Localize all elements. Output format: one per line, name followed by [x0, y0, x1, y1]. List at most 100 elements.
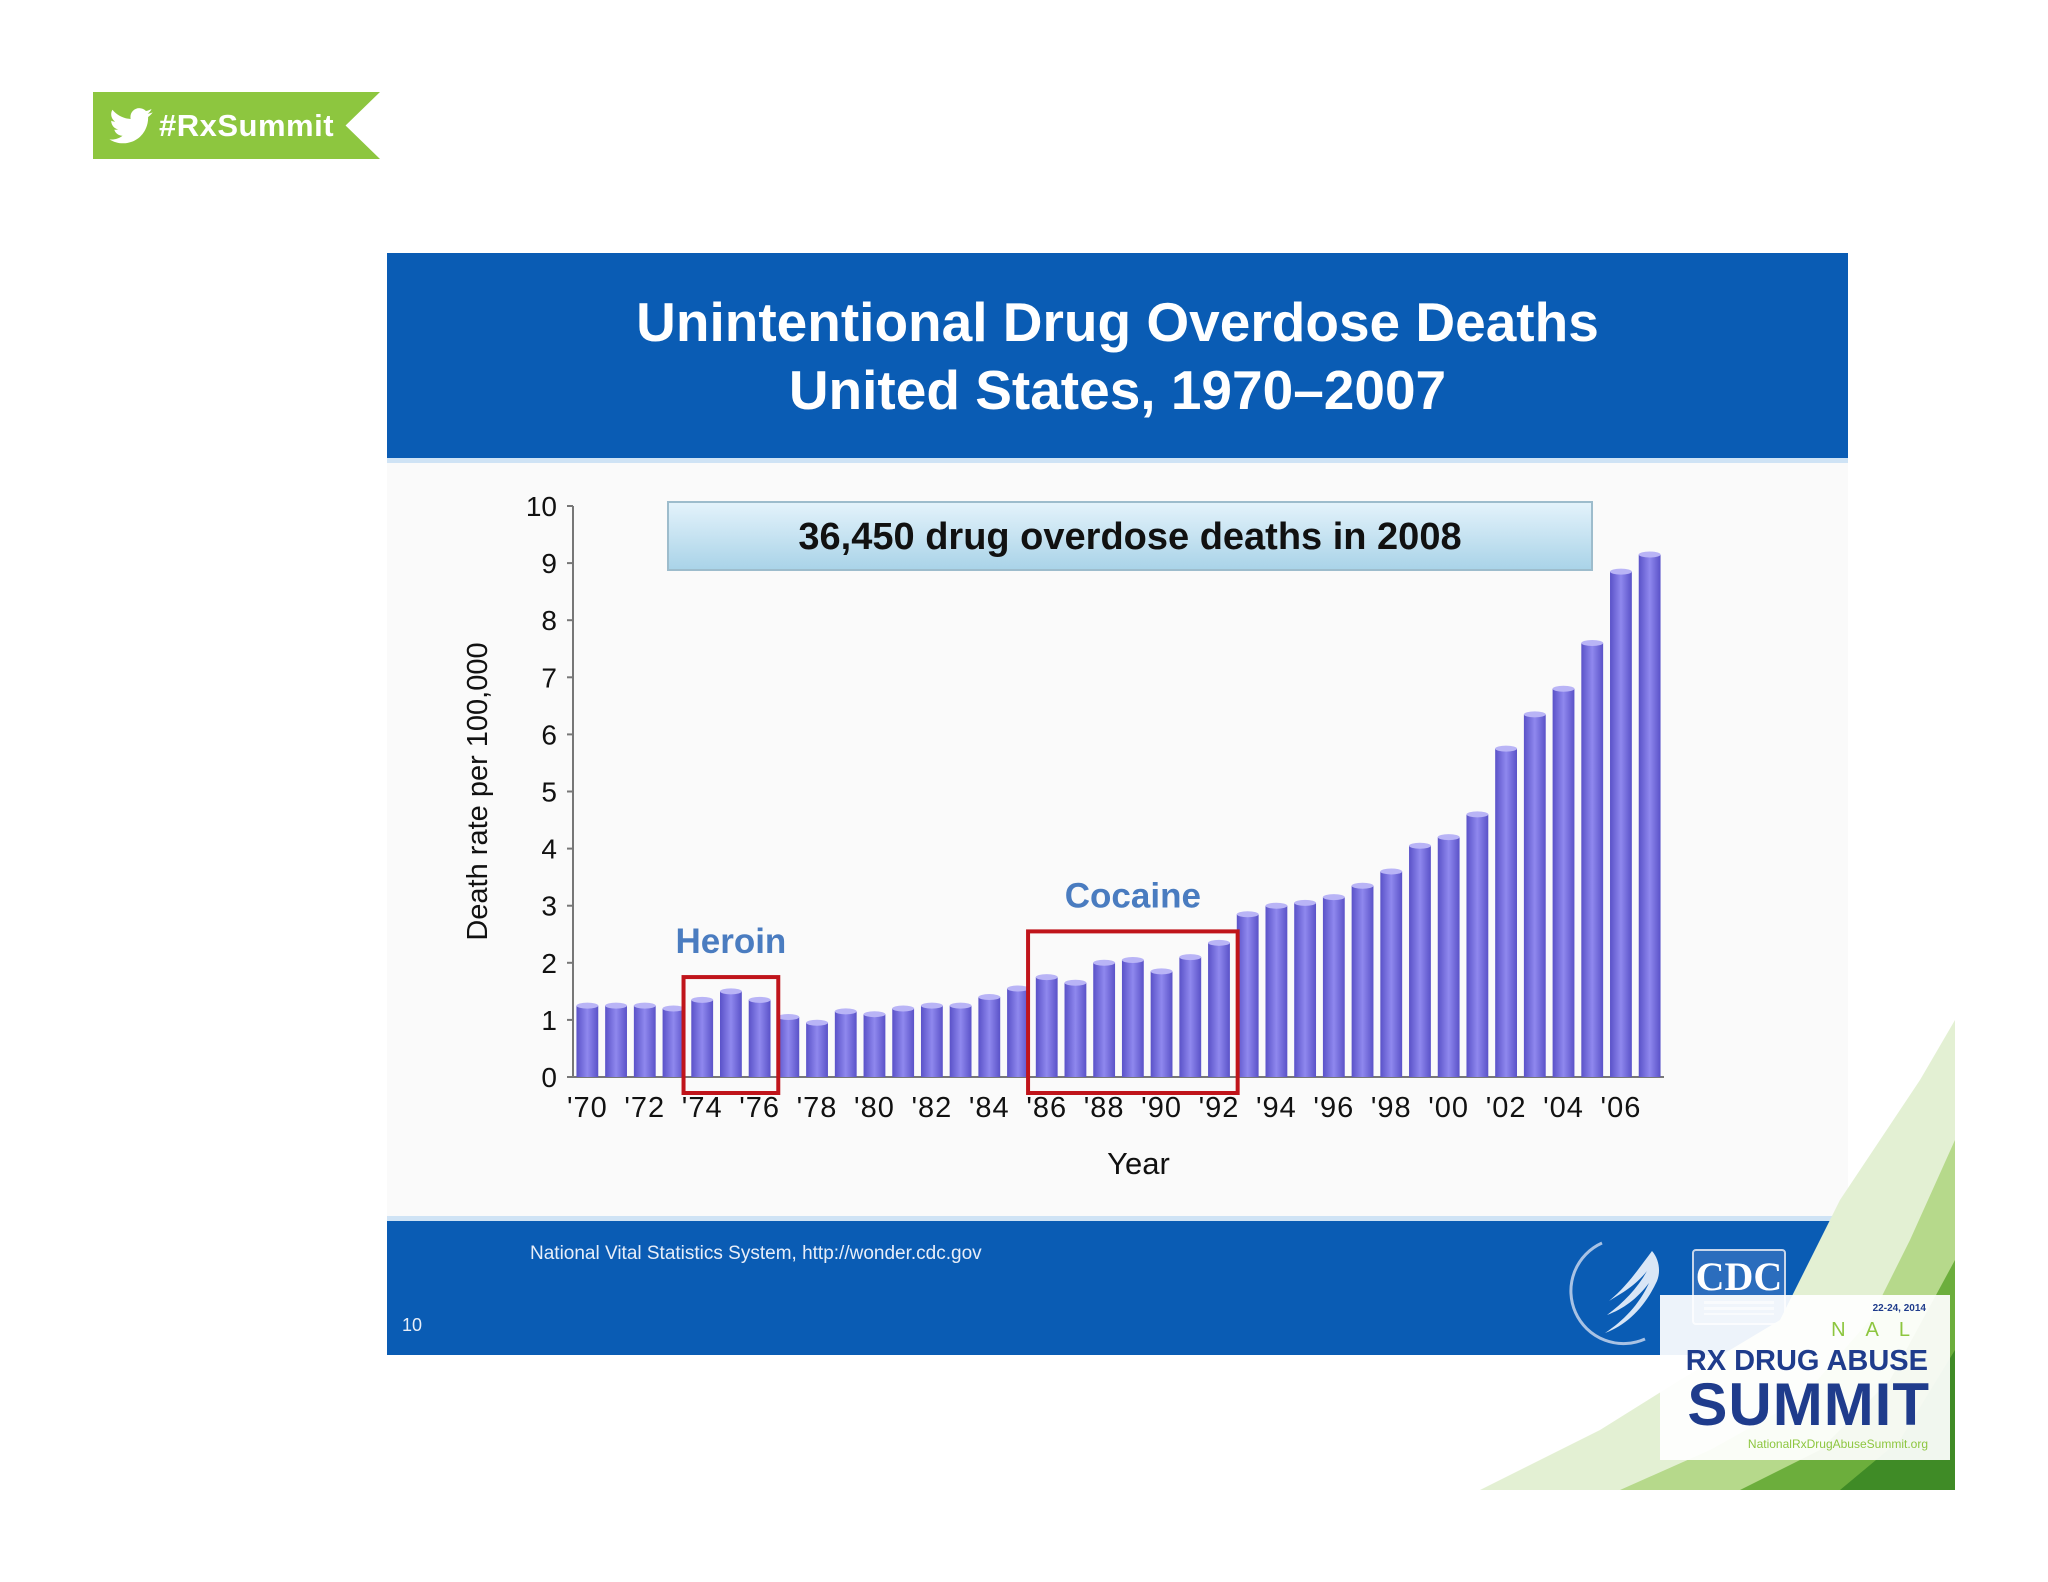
source-citation: National Vital Statistics System, http:/…	[530, 1243, 982, 1264]
bar-1996	[1322, 897, 1345, 1077]
callout-box	[667, 501, 1593, 571]
bar-cap	[1581, 640, 1604, 647]
summit-logo: 22-24, 2014 NAL RX DRUG ABUSE SUMMIT Nat…	[1480, 1020, 1955, 1490]
y-tick-label: 9	[541, 548, 557, 579]
summit-date: 22-24, 2014	[1872, 1303, 1926, 1314]
summit-text-box: 22-24, 2014 NAL RX DRUG ABUSE SUMMIT Nat…	[1660, 1295, 1950, 1460]
bar-1990	[1150, 971, 1173, 1077]
annotation-label-cocaine: Cocaine	[1065, 876, 1201, 915]
bar-2000	[1437, 837, 1460, 1077]
y-tick-label: 3	[541, 891, 557, 922]
y-tick-label: 0	[541, 1062, 557, 1093]
bar-2003	[1523, 714, 1546, 1077]
slide: Unintentional Drug Overdose Deaths Unite…	[387, 253, 1848, 1355]
bar-cap	[1035, 974, 1058, 981]
x-tick-label: '84	[969, 1092, 1010, 1124]
hhs-eagle-icon	[1569, 1241, 1660, 1346]
y-tick-label: 2	[541, 948, 557, 979]
annotation-box-cocaine	[1026, 929, 1240, 1096]
bar-cap	[1466, 811, 1489, 818]
x-tick-label: '80	[854, 1092, 895, 1124]
bar-cap	[719, 988, 742, 995]
bar-1970	[576, 1005, 599, 1077]
bar-cap	[777, 1014, 800, 1021]
bar-cap	[1610, 568, 1632, 575]
x-tick-label: '94	[1256, 1092, 1297, 1124]
x-tick-label: '98	[1371, 1092, 1412, 1124]
bar-1981	[892, 1008, 915, 1077]
bar-2002	[1495, 748, 1518, 1077]
bar-cap	[920, 1002, 943, 1009]
y-tick-label: 5	[541, 777, 557, 808]
bar-1986	[1035, 977, 1058, 1077]
bar-1993	[1236, 914, 1259, 1077]
annotation-box-heroin	[681, 975, 781, 1096]
y-tick-label: 1	[541, 1005, 557, 1036]
bar-cap	[1064, 979, 1087, 986]
hashtag-text: #RxSummit	[159, 107, 335, 143]
bar-cap	[978, 994, 1001, 1001]
y-tick-label: 7	[541, 662, 557, 693]
x-tick-label: '04	[1543, 1092, 1584, 1124]
bar-1987	[1064, 982, 1087, 1077]
bar-1983	[949, 1005, 972, 1077]
bar-cap	[1150, 968, 1173, 975]
slide-header: Unintentional Drug Overdose Deaths Unite…	[387, 253, 1848, 463]
bar-1988	[1093, 962, 1116, 1077]
bar-cap	[1179, 954, 1202, 961]
hashtag-banner: #RxSummit	[93, 92, 380, 159]
y-tick-label: 10	[526, 491, 557, 522]
bar-cap	[1552, 685, 1575, 692]
y-tick-label: 6	[541, 719, 557, 750]
annotation-label-heroin: Heroin	[675, 922, 786, 961]
bar-cap	[949, 1002, 972, 1009]
bar-cap	[1007, 985, 1029, 992]
bar-1999	[1409, 845, 1431, 1077]
bar-cap	[605, 1002, 627, 1009]
bar-cap	[1523, 711, 1546, 718]
bar-cap	[1380, 868, 1403, 875]
bar-cap	[1265, 902, 1288, 909]
slide-title-line1: Unintentional Drug Overdose Deaths	[636, 290, 1599, 353]
bar-2004	[1552, 688, 1575, 1077]
bar-cap	[1208, 939, 1230, 946]
bar-cap	[1294, 899, 1317, 906]
x-tick-label: '72	[624, 1092, 665, 1124]
bar-1998	[1380, 871, 1403, 1077]
bar-cap	[834, 1008, 857, 1015]
bar-1991	[1179, 957, 1202, 1077]
bar-chart: 0 1 2 3 4 5 6 7 8 9 10 Death rate per 100,000 '70 '72…	[462, 491, 1664, 1181]
bar-cap	[1351, 882, 1374, 889]
bar-2001	[1466, 814, 1489, 1077]
bar-1973	[662, 1008, 685, 1077]
bar-1977	[777, 1017, 800, 1077]
bar-cap	[1236, 911, 1259, 918]
callout-text: 36,450 drug overdose deaths in 2008	[798, 516, 1461, 558]
bar-1985	[1007, 988, 1029, 1077]
bar-cap	[892, 1005, 915, 1012]
x-tick-label: '88	[1084, 1092, 1125, 1124]
bar-1995	[1294, 902, 1317, 1077]
bar-cap	[1495, 745, 1518, 752]
bar-cap	[1093, 959, 1116, 966]
y-axis-label: Death rate per 100,000	[462, 642, 494, 940]
bar-1971	[605, 1005, 627, 1077]
bar-1976	[748, 999, 771, 1077]
bar-cap	[863, 1011, 886, 1018]
summit-rx-drug-abuse: RX DRUG ABUSE	[1685, 1345, 1928, 1377]
bar-2007	[1638, 554, 1661, 1077]
bar-1980	[863, 1014, 886, 1077]
bar-cap	[1638, 551, 1661, 558]
bar-1978	[806, 1022, 828, 1077]
bar-cap	[1322, 894, 1345, 901]
x-tick-label: '90	[1141, 1092, 1182, 1124]
x-tick-label: '92	[1199, 1092, 1240, 1124]
twitter-bird-icon	[109, 107, 153, 143]
bar-cap	[806, 1019, 828, 1026]
x-tick-label: '00	[1428, 1092, 1469, 1124]
x-tick-label: '78	[797, 1092, 838, 1124]
bar-2005	[1581, 643, 1604, 1077]
y-tick-label: 4	[541, 834, 557, 865]
bar-1997	[1351, 885, 1374, 1077]
summit-url: NationalRxDrugAbuseSummit.org	[1747, 1437, 1928, 1451]
